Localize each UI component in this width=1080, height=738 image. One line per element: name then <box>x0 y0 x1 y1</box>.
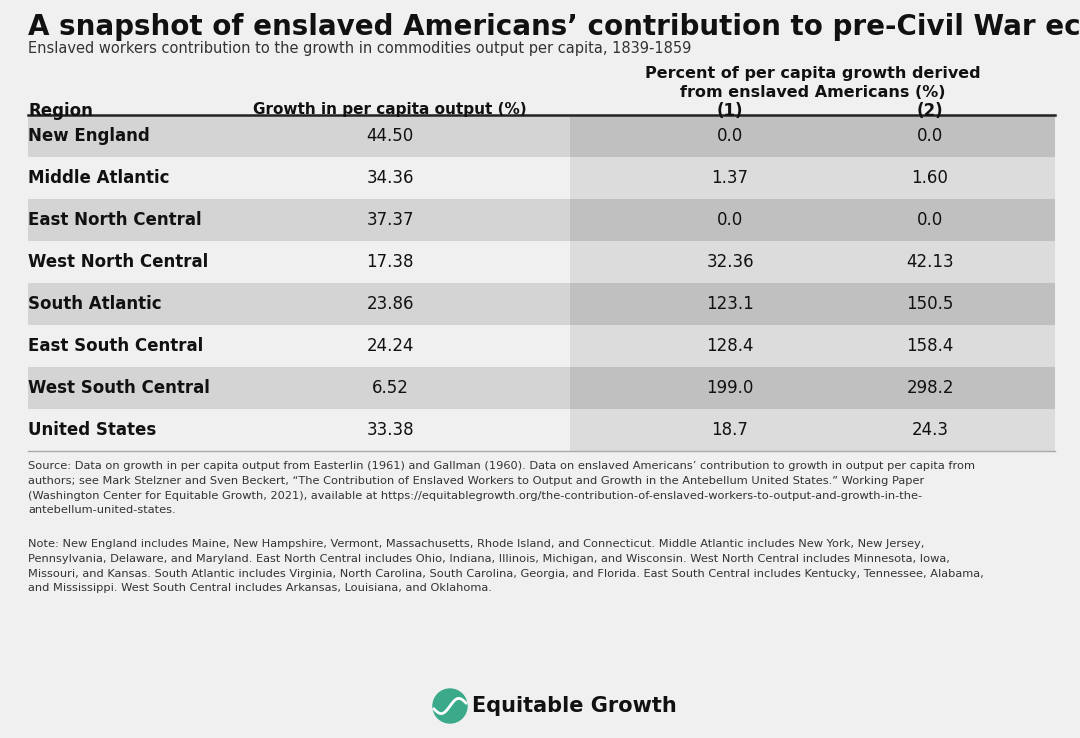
Bar <box>28 283 570 325</box>
Text: 128.4: 128.4 <box>706 337 754 355</box>
Text: Percent of per capita growth derived
from enslaved Americans (%): Percent of per capita growth derived fro… <box>645 66 981 100</box>
Text: East South Central: East South Central <box>28 337 203 355</box>
Bar <box>570 409 1055 451</box>
Bar <box>570 199 1055 241</box>
Text: Region: Region <box>28 102 93 120</box>
Text: 32.36: 32.36 <box>706 253 754 271</box>
Text: 42.13: 42.13 <box>906 253 954 271</box>
Text: 0.0: 0.0 <box>917 211 943 229</box>
Text: 44.50: 44.50 <box>366 127 414 145</box>
Bar <box>570 241 1055 283</box>
Text: 24.3: 24.3 <box>912 421 948 439</box>
Text: (2): (2) <box>917 102 943 120</box>
Bar <box>570 367 1055 409</box>
Text: Equitable Growth: Equitable Growth <box>472 696 677 716</box>
Text: 1.60: 1.60 <box>912 169 948 187</box>
Text: Note: New England includes Maine, New Hampshire, Vermont, Massachusetts, Rhode I: Note: New England includes Maine, New Ha… <box>28 539 984 593</box>
Text: 33.38: 33.38 <box>366 421 414 439</box>
Text: 158.4: 158.4 <box>906 337 954 355</box>
Bar <box>28 157 570 199</box>
Text: 0.0: 0.0 <box>717 211 743 229</box>
Text: 6.52: 6.52 <box>372 379 408 397</box>
Bar <box>28 325 570 367</box>
Text: 298.2: 298.2 <box>906 379 954 397</box>
Text: South Atlantic: South Atlantic <box>28 295 162 313</box>
Text: 0.0: 0.0 <box>917 127 943 145</box>
Text: 34.36: 34.36 <box>366 169 414 187</box>
Text: (1): (1) <box>717 102 743 120</box>
Text: East North Central: East North Central <box>28 211 202 229</box>
Bar <box>28 409 570 451</box>
Bar <box>28 241 570 283</box>
Text: 17.38: 17.38 <box>366 253 414 271</box>
Text: Middle Atlantic: Middle Atlantic <box>28 169 170 187</box>
Text: 1.37: 1.37 <box>712 169 748 187</box>
Text: Source: Data on growth in per capita output from Easterlin (1961) and Gallman (1: Source: Data on growth in per capita out… <box>28 461 975 515</box>
Text: West North Central: West North Central <box>28 253 208 271</box>
Text: 199.0: 199.0 <box>706 379 754 397</box>
Text: New England: New England <box>28 127 150 145</box>
Circle shape <box>433 689 467 723</box>
Text: 0.0: 0.0 <box>717 127 743 145</box>
Text: West South Central: West South Central <box>28 379 210 397</box>
Bar <box>28 199 570 241</box>
Text: 37.37: 37.37 <box>366 211 414 229</box>
Text: 18.7: 18.7 <box>712 421 748 439</box>
Text: Enslaved workers contribution to the growth in commodities output per capita, 18: Enslaved workers contribution to the gro… <box>28 41 691 56</box>
Text: United States: United States <box>28 421 157 439</box>
Text: 123.1: 123.1 <box>706 295 754 313</box>
Bar <box>570 115 1055 157</box>
Bar <box>570 283 1055 325</box>
Text: 150.5: 150.5 <box>906 295 954 313</box>
Bar <box>28 367 570 409</box>
Bar <box>570 157 1055 199</box>
Text: A snapshot of enslaved Americans’ contribution to pre-Civil War economic growth: A snapshot of enslaved Americans’ contri… <box>28 13 1080 41</box>
Bar <box>28 115 570 157</box>
Text: Growth in per capita output (%): Growth in per capita output (%) <box>253 102 527 117</box>
Text: 23.86: 23.86 <box>366 295 414 313</box>
Bar <box>570 325 1055 367</box>
Text: 24.24: 24.24 <box>366 337 414 355</box>
